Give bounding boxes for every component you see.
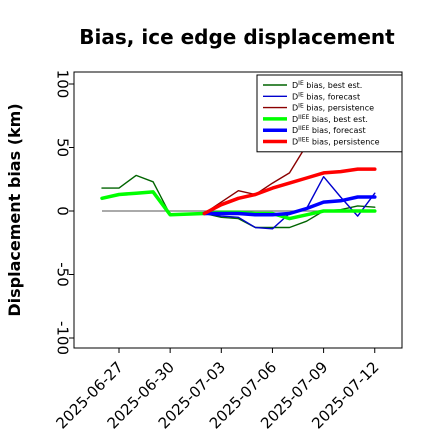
legend-label-2: DIE bias, forecast [292,91,360,101]
legend-label-3: DIE bias, persistence [292,103,374,113]
legend-label-6: DIIEE bias, persistence [292,137,380,147]
chart-title: Bias, ice edge displacement [79,25,395,49]
legend-label-5: DIIEE bias, forecast [292,125,366,135]
y-tick-label: 100 [54,70,72,99]
plot-area [100,144,377,230]
y-axis: -100 -50 0 50 100 [54,70,74,355]
legend-label-4: DIIEE bias, best est. [292,114,368,124]
plot-frame [73,71,403,349]
y-tick-label: -50 [54,262,72,287]
legend: DIE bias, best est.DIE bias, forecast DIE… [256,74,403,153]
series-line-6 [202,167,377,216]
y-tick-label: 0 [54,206,72,216]
legend-label-1: DIE bias, best est. [292,80,362,90]
y-tick-label: -100 [54,321,72,355]
y-tick-label: 50 [54,138,72,157]
series-line-5 [202,195,377,217]
legend-box [256,74,403,153]
y-axis-label: Displacement bias (km) [5,103,24,316]
